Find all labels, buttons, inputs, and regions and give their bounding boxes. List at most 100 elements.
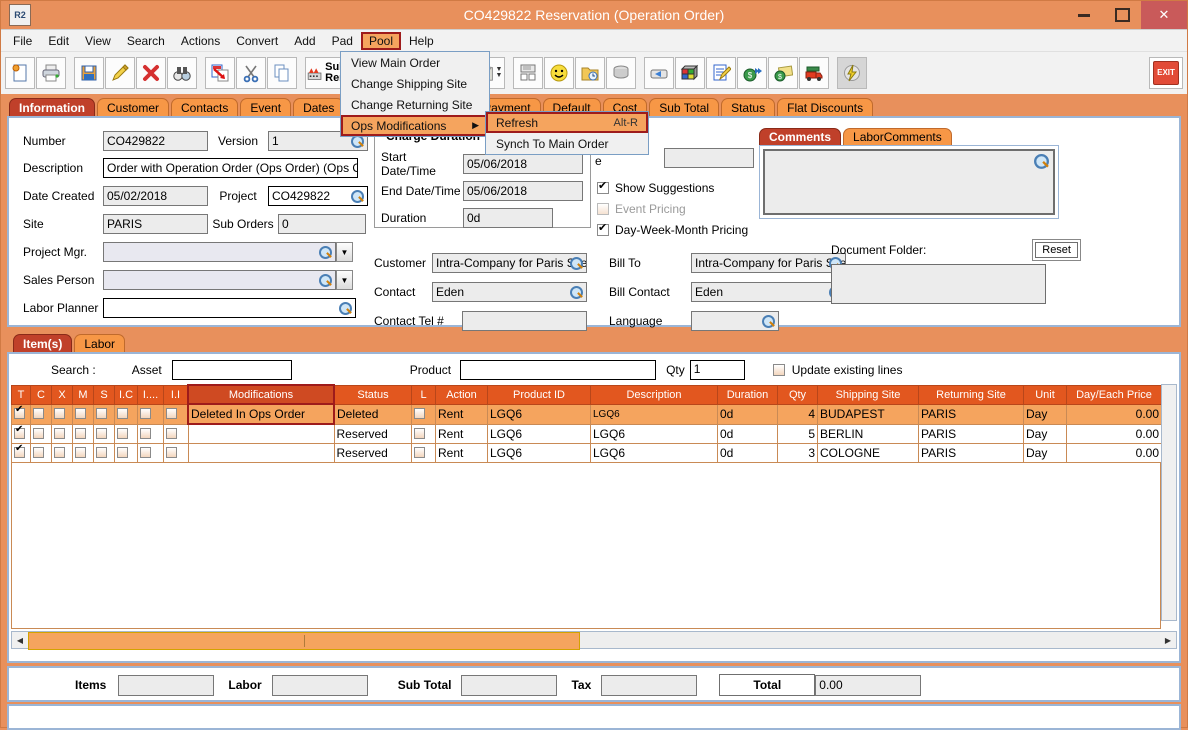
col-description[interactable]: Description	[590, 384, 718, 405]
row-s-checkbox[interactable]	[96, 408, 107, 419]
cell-ic[interactable]	[114, 403, 138, 425]
qty-input[interactable]: 1	[689, 360, 745, 380]
tab-items[interactable]: Item(s)	[13, 334, 73, 352]
cell-modifications[interactable]: Deleted In Ops Order	[187, 403, 335, 425]
col-status[interactable]: Status	[333, 384, 412, 405]
new-document-button[interactable]	[5, 57, 35, 89]
cell-m[interactable]	[72, 423, 94, 444]
cell-day-price[interactable]: 0.00	[1066, 423, 1161, 444]
menu-pool[interactable]: Pool	[360, 31, 401, 50]
cell-day-price[interactable]: 0.00	[1066, 443, 1161, 463]
tab-labor[interactable]: Labor	[74, 334, 126, 352]
menu-view-main-order[interactable]: View Main Order	[351, 55, 441, 70]
bill-contact-field[interactable]: Eden	[691, 281, 846, 302]
cell-duration[interactable]: 0d	[717, 443, 778, 463]
cell-description[interactable]: LGQ6	[590, 403, 718, 425]
col-product-id[interactable]: Product ID	[487, 384, 591, 405]
col-qty[interactable]: Qty	[777, 384, 818, 405]
scroll-left-icon[interactable]: ◀	[16, 635, 24, 645]
cell-day-price[interactable]: 0.00	[1066, 403, 1161, 425]
find-binoculars-button[interactable]	[167, 57, 197, 89]
cell-i[interactable]	[137, 423, 164, 444]
paste-special-button[interactable]	[205, 57, 235, 89]
cell-t[interactable]	[11, 423, 31, 444]
tab-labor-comments[interactable]: LaborComments	[843, 128, 952, 145]
col-modifications[interactable]: Modifications	[187, 384, 335, 405]
col-i[interactable]: I....	[137, 384, 164, 405]
menu-edit[interactable]: Edit	[40, 32, 77, 50]
row-ii-checkbox[interactable]	[166, 427, 177, 439]
minimize-button[interactable]	[1065, 1, 1103, 29]
cell-s[interactable]	[93, 403, 115, 425]
cell-t[interactable]	[11, 443, 31, 463]
grid-horizontal-scrollbar[interactable]: ◀ ▶	[11, 631, 1177, 650]
cell-i[interactable]	[137, 443, 164, 463]
menu-change-returning-site[interactable]: Change Returning Site	[351, 97, 473, 112]
show-suggestions-row[interactable]: Show Suggestions	[597, 177, 748, 198]
row-s-checkbox[interactable]	[96, 447, 107, 458]
menu-ops-modifications[interactable]: Ops Modifications ▶	[341, 115, 489, 136]
sales-person-field[interactable]	[103, 270, 336, 290]
col-t[interactable]: T	[11, 384, 31, 405]
print-button[interactable]	[36, 57, 66, 89]
cell-ii[interactable]	[163, 403, 189, 425]
database-button[interactable]	[675, 57, 705, 89]
cell-l[interactable]	[411, 423, 436, 444]
cell-product-id[interactable]: LGQ6	[487, 403, 591, 425]
folder-clock-button[interactable]	[575, 57, 605, 89]
cell-s[interactable]	[93, 443, 115, 463]
money-doc-button[interactable]: $	[768, 57, 798, 89]
customer-search-icon[interactable]	[569, 256, 584, 271]
customer-field[interactable]: Intra-Company for Paris Site	[432, 252, 587, 273]
day-week-month-pricing-checkbox[interactable]	[597, 221, 609, 236]
duration-field[interactable]: 0d	[463, 207, 553, 228]
menu-convert[interactable]: Convert	[228, 32, 286, 50]
tab-event[interactable]: Event	[240, 98, 292, 116]
contact-search-icon[interactable]	[569, 285, 584, 300]
grid-vertical-scrollbar[interactable]	[1161, 384, 1177, 621]
smiley-button[interactable]	[544, 57, 574, 89]
col-day-price[interactable]: Day/Each Price	[1066, 384, 1161, 405]
cell-status[interactable]: Reserved	[333, 443, 412, 463]
row-x-checkbox[interactable]	[54, 427, 65, 439]
scroll-right-icon[interactable]: ▶	[1164, 635, 1172, 645]
tab-customer[interactable]: Customer	[97, 98, 170, 116]
tab-flat-discounts[interactable]: Flat Discounts	[777, 98, 874, 116]
cell-x[interactable]	[51, 423, 73, 444]
table-row[interactable]: Reserved Rent LGQ6 LGQ6 0d 5 BERLIN PARI…	[11, 423, 1161, 444]
cell-l[interactable]	[411, 403, 436, 425]
copy-button[interactable]	[267, 57, 297, 89]
number-field[interactable]: CO429822	[103, 131, 208, 151]
cell-returning-site[interactable]: PARIS	[918, 403, 1024, 425]
cell-shipping-site[interactable]: BUDAPEST	[817, 403, 919, 425]
project-mgr-dropdown[interactable]: ▼	[336, 242, 353, 262]
row-x-checkbox[interactable]	[54, 447, 65, 458]
cell-action[interactable]: Rent	[435, 423, 488, 444]
contact-tel-field[interactable]	[462, 310, 587, 331]
keyboard-button[interactable]	[644, 57, 674, 89]
language-field[interactable]	[691, 310, 779, 331]
cell-product-id[interactable]: LGQ6	[487, 423, 591, 444]
cell-duration[interactable]: 0d	[717, 423, 778, 444]
col-s[interactable]: S	[93, 384, 115, 405]
tab-dates[interactable]: Dates	[293, 98, 345, 116]
menu-view[interactable]: View	[77, 32, 119, 50]
row-ii-checkbox[interactable]	[166, 408, 177, 419]
cell-c[interactable]	[30, 443, 52, 463]
cell-m[interactable]	[72, 443, 94, 463]
version-search-icon[interactable]	[350, 135, 365, 149]
close-button[interactable]: ✕	[1141, 1, 1187, 29]
cut-button[interactable]	[236, 57, 266, 89]
col-ic[interactable]: I.C	[114, 384, 138, 405]
cell-returning-site[interactable]: PARIS	[918, 423, 1024, 444]
comments-textarea[interactable]	[763, 149, 1055, 215]
menu-refresh[interactable]: Refresh Alt-R	[486, 112, 648, 133]
asset-input[interactable]	[171, 360, 292, 380]
row-ic-checkbox[interactable]	[117, 447, 128, 458]
end-datetime-field[interactable]: 05/06/2018	[463, 180, 583, 201]
invoice-edit-button[interactable]	[706, 57, 736, 89]
col-c[interactable]: C	[30, 384, 52, 405]
cell-qty[interactable]: 4	[777, 403, 818, 425]
row-c-checkbox[interactable]	[33, 408, 44, 419]
obscured-field[interactable]	[664, 148, 754, 168]
